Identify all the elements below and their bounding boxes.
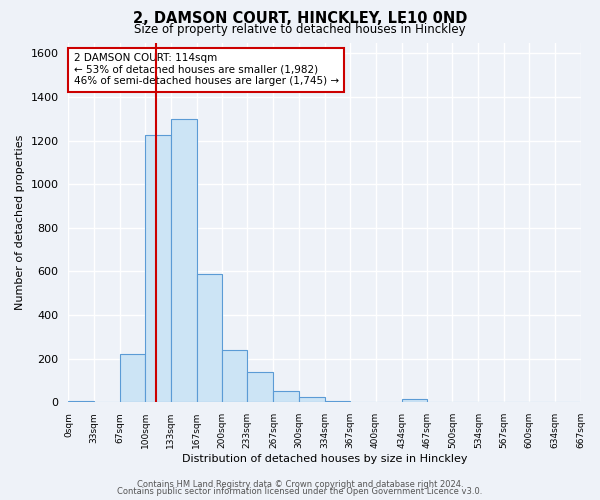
Bar — [145, 135, 170, 402]
Bar — [299, 397, 325, 402]
Text: 2 DAMSON COURT: 114sqm
← 53% of detached houses are smaller (1,982)
46% of semi-: 2 DAMSON COURT: 114sqm ← 53% of detached… — [74, 54, 338, 86]
Bar — [197, 274, 222, 402]
Text: Contains HM Land Registry data © Crown copyright and database right 2024.: Contains HM Land Registry data © Crown c… — [137, 480, 463, 489]
Y-axis label: Number of detached properties: Number of detached properties — [15, 134, 25, 310]
Bar — [120, 354, 145, 403]
Bar — [274, 392, 299, 402]
Bar — [170, 119, 197, 403]
Bar — [247, 372, 274, 402]
Text: Size of property relative to detached houses in Hinckley: Size of property relative to detached ho… — [134, 22, 466, 36]
Text: Contains public sector information licensed under the Open Government Licence v3: Contains public sector information licen… — [118, 488, 482, 496]
X-axis label: Distribution of detached houses by size in Hinckley: Distribution of detached houses by size … — [182, 454, 467, 464]
Bar — [222, 350, 247, 403]
Bar — [401, 399, 427, 402]
Text: 2, DAMSON COURT, HINCKLEY, LE10 0ND: 2, DAMSON COURT, HINCKLEY, LE10 0ND — [133, 11, 467, 26]
